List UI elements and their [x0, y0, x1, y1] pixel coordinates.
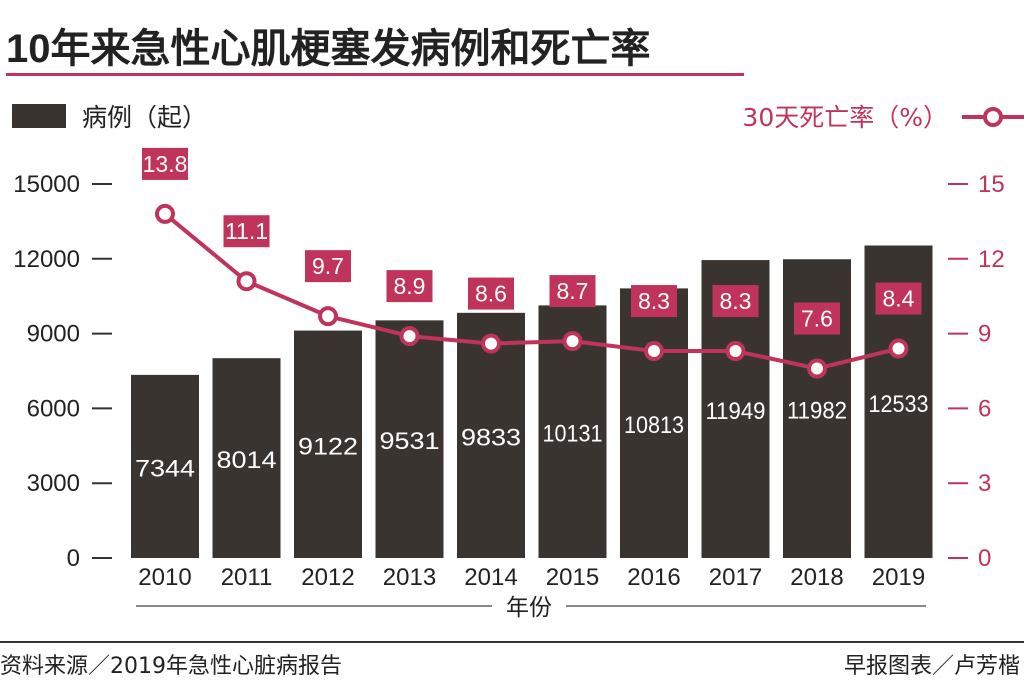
left-axis: 15000 12000 9000 6000 3000 0 [13, 171, 112, 572]
rate-label-box [386, 270, 433, 303]
rate-label-box [631, 285, 677, 318]
x-tick-label: 2017 [709, 564, 762, 591]
legend-bar-swatch [12, 104, 66, 128]
rate-label-box [549, 275, 596, 308]
rate-label-box [468, 277, 514, 310]
rate-line [163, 212, 899, 371]
bar-value-label: 11949 [706, 398, 766, 425]
title-underline [6, 73, 744, 76]
rate-value-label: 13.8 [143, 151, 188, 177]
x-tick-label: 2013 [383, 564, 436, 591]
rate-point [318, 306, 338, 327]
rate-point [888, 338, 909, 359]
rate-value-label: 8.3 [720, 288, 752, 314]
left-tick-label: 9000 [27, 321, 80, 348]
right-axis: 15 12 9 6 3 0 [948, 171, 1005, 572]
rate-label-box [712, 285, 759, 318]
rate-value-label: 8.9 [394, 273, 426, 299]
bar-value-label: 10131 [543, 421, 603, 448]
rate-value-label: 7.6 [801, 306, 833, 332]
source-note: 资料来源／2019年急性心脏病报告 [0, 654, 342, 679]
rate-point [481, 333, 501, 354]
left-tick-label: 12000 [13, 246, 80, 273]
line-series: 13.8 11.1 9.7 8.9 8.6 8.7 8.3 8.3 7.6 8.4 [142, 147, 922, 379]
right-tick-label: 3 [978, 470, 991, 497]
bar [131, 374, 199, 558]
right-tick-label: 15 [978, 171, 1005, 198]
legend-line-marker [983, 107, 1003, 127]
rate-point [807, 358, 827, 379]
rate-point [725, 341, 746, 362]
bar [375, 320, 444, 558]
x-tick-label: 2010 [138, 564, 191, 591]
left-tick-label: 6000 [27, 395, 80, 422]
rate-label-box [142, 147, 188, 180]
bar-value-label: 11982 [787, 398, 847, 425]
bar [294, 330, 362, 558]
right-tick-label: 6 [978, 395, 991, 422]
bar [457, 312, 525, 558]
credit-note: 早报图表／卢芳楷 [844, 654, 1020, 679]
bar-value-labels: 7344 8014 9122 9531 9833 10131 10813 11949 11982… [135, 391, 929, 483]
x-tick-label: 2016 [627, 564, 680, 591]
x-tick-label: 2012 [301, 564, 354, 591]
x-tick-label: 2015 [546, 564, 599, 591]
rate-label-box [794, 302, 840, 335]
left-tick-label: 15000 [13, 171, 80, 198]
bar-value-label: 8014 [217, 447, 277, 474]
legend-right-label: 30天死亡率（%） [742, 103, 948, 132]
rate-point [155, 203, 175, 224]
rate-value-label: 9.7 [312, 253, 344, 279]
x-axis-labels: 2010 2011 2012 2013 2014 2015 2016 2017 2018 2019 [138, 564, 925, 591]
rate-label-box [875, 282, 922, 315]
right-tick-label: 0 [978, 545, 991, 572]
x-axis-title: 年份 [506, 595, 552, 621]
x-tick-label: 2014 [464, 564, 517, 591]
bar [620, 288, 688, 558]
bar-value-label: 9833 [461, 424, 521, 451]
bar-value-label: 10813 [624, 412, 684, 439]
bar-value-label: 12533 [869, 391, 929, 418]
right-tick-label: 9 [978, 321, 991, 348]
rate-value-label: 11.1 [225, 218, 268, 244]
rate-point [562, 331, 583, 352]
chart-title: 10年来急性心肌梗塞发病例和死亡率 [6, 27, 651, 71]
rate-point [236, 271, 257, 292]
rate-label-box [223, 215, 270, 248]
rate-value-label: 8.4 [883, 286, 915, 312]
rate-point [399, 326, 420, 347]
bar-value-label: 7344 [135, 455, 195, 482]
bar-value-label: 9531 [380, 428, 440, 455]
rate-value-label: 8.3 [638, 288, 670, 314]
bar-series [131, 245, 933, 558]
bar [212, 358, 281, 558]
rate-value-label: 8.6 [475, 281, 507, 307]
rate-value-label: 8.7 [557, 278, 589, 304]
legend-left-label: 病例（起） [82, 103, 207, 132]
x-tick-label: 2018 [790, 564, 843, 591]
rate-label-box [305, 250, 351, 283]
x-tick-label: 2019 [872, 564, 925, 591]
rate-point [644, 341, 664, 362]
left-tick-label: 0 [67, 545, 80, 572]
x-tick-label: 2011 [221, 564, 273, 591]
left-tick-label: 3000 [27, 470, 80, 497]
bar-value-label: 9122 [298, 433, 358, 460]
right-tick-label: 12 [978, 246, 1005, 273]
